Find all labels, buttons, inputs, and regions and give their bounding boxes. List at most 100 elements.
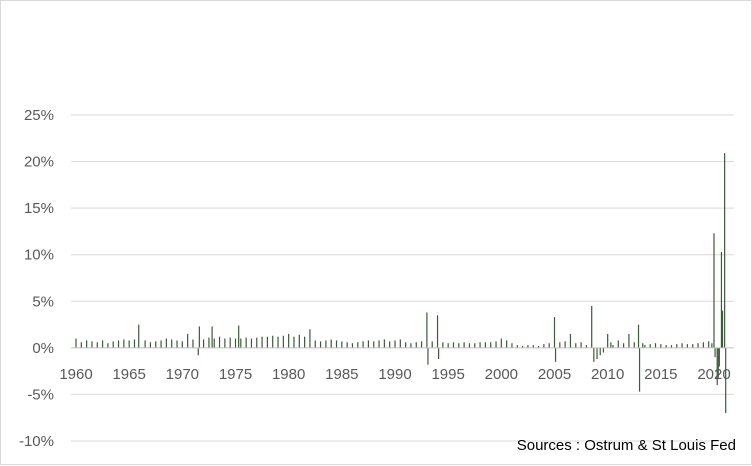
bar (144, 340, 146, 348)
y-tick-label: -10% (19, 433, 54, 450)
bar (86, 340, 88, 348)
y-tick-label: 0% (32, 340, 54, 357)
bar-series (75, 153, 727, 414)
bar (431, 341, 433, 348)
bar (591, 305, 593, 348)
bar (676, 344, 678, 348)
bar (660, 344, 662, 348)
bar (569, 333, 572, 348)
x-tick-label: 2005 (538, 366, 571, 383)
bar (436, 315, 439, 348)
bar (479, 342, 481, 348)
bar (607, 333, 609, 348)
bar (474, 343, 476, 348)
bar (610, 342, 612, 348)
bar (309, 329, 311, 348)
bar (203, 339, 205, 348)
bar (714, 347, 716, 358)
bar (638, 347, 641, 392)
bar (628, 333, 630, 348)
bar (107, 343, 109, 348)
y-tick-label: 20% (24, 154, 54, 171)
bar (665, 345, 667, 348)
bar (490, 342, 492, 348)
bar (211, 326, 213, 348)
bar (602, 347, 605, 353)
bar (293, 336, 295, 348)
bar (346, 342, 348, 348)
bar (420, 341, 423, 348)
bar (325, 340, 327, 348)
bar (176, 340, 178, 348)
bar (112, 341, 114, 348)
bar (495, 341, 497, 348)
bar (282, 335, 284, 348)
bar (261, 336, 263, 348)
y-tick-label: 15% (24, 200, 54, 217)
bar (711, 343, 713, 348)
bar (304, 336, 306, 348)
bar (617, 340, 619, 348)
bar (554, 347, 557, 362)
bar (516, 345, 518, 348)
bar (394, 340, 396, 348)
bar (458, 343, 460, 348)
bar (724, 153, 726, 348)
bar (468, 343, 471, 348)
bar (633, 342, 635, 348)
x-tick-label: 1995 (431, 366, 464, 383)
x-tick-label: 1960 (59, 366, 92, 383)
bar (198, 326, 200, 348)
x-tick-label: 1975 (219, 366, 252, 383)
bar (543, 344, 545, 348)
bar (351, 343, 354, 348)
bar (681, 343, 683, 348)
bar (117, 340, 120, 348)
bar (138, 324, 140, 348)
bar (721, 310, 724, 348)
bar (171, 339, 173, 348)
bar (410, 343, 412, 348)
bar (197, 347, 199, 356)
bar (442, 342, 444, 348)
bar (213, 338, 215, 348)
bar (373, 341, 375, 348)
bar (341, 341, 343, 348)
bar (527, 345, 529, 348)
bar (240, 338, 242, 348)
bar (165, 338, 167, 348)
bar (389, 341, 391, 348)
bar (272, 335, 274, 348)
bar (559, 342, 561, 348)
bar (288, 333, 290, 348)
bar (335, 340, 338, 348)
bar (716, 347, 718, 386)
bar (367, 340, 370, 348)
bar (593, 347, 595, 362)
bar (463, 342, 465, 348)
bar (670, 345, 673, 348)
bar (511, 343, 513, 348)
bar (623, 343, 625, 348)
x-tick-label: 1980 (272, 366, 305, 383)
bar (637, 324, 640, 348)
source-note: Sources : Ostrum & St Louis Fed (517, 437, 736, 454)
bar (599, 347, 601, 356)
bar (123, 339, 125, 348)
bar (564, 341, 566, 348)
bar (506, 340, 508, 348)
bar (357, 342, 359, 348)
bar (224, 338, 226, 348)
bar (537, 345, 540, 348)
bar (580, 342, 582, 348)
gridlines (71, 114, 734, 442)
bar (484, 342, 486, 348)
y-tick-label: 5% (32, 293, 54, 310)
bar (155, 341, 157, 348)
bar (697, 343, 699, 348)
bar (96, 342, 98, 348)
bar (500, 338, 502, 348)
bar (654, 343, 657, 348)
